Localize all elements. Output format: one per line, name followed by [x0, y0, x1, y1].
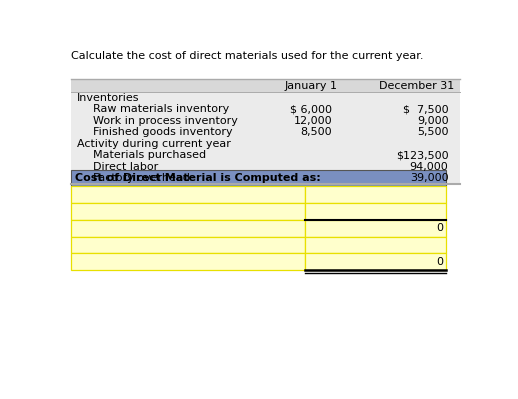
Text: December 31: December 31: [379, 81, 454, 91]
Text: Direct labor: Direct labor: [93, 162, 158, 172]
Bar: [306, 253, 446, 271]
Text: Inventories: Inventories: [77, 93, 140, 103]
Text: 39,000: 39,000: [410, 174, 449, 184]
Bar: [71, 79, 460, 184]
Text: $123,500: $123,500: [396, 150, 449, 160]
Text: Work in process inventory: Work in process inventory: [93, 116, 238, 126]
Bar: [71, 203, 306, 219]
Bar: [306, 186, 446, 203]
Text: Factory overhead: Factory overhead: [93, 174, 190, 184]
Bar: [71, 186, 306, 203]
Text: 5,500: 5,500: [417, 127, 449, 137]
Bar: [71, 253, 306, 271]
Bar: [71, 219, 306, 237]
Text: January 1: January 1: [285, 81, 338, 91]
Text: Materials purchased: Materials purchased: [93, 150, 206, 160]
Text: Finished goods inventory: Finished goods inventory: [93, 127, 232, 137]
Text: 0: 0: [436, 223, 443, 233]
Text: Activity during current year: Activity during current year: [77, 139, 231, 149]
Bar: [71, 170, 446, 186]
Text: $  7,500: $ 7,500: [403, 104, 449, 114]
Bar: [306, 203, 446, 219]
Text: Cost of Direct Material is Computed as:: Cost of Direct Material is Computed as:: [75, 173, 321, 183]
Bar: [71, 79, 460, 92]
Bar: [71, 237, 306, 253]
Text: Raw materials inventory: Raw materials inventory: [93, 104, 229, 114]
Bar: [306, 237, 446, 253]
Text: 8,500: 8,500: [300, 127, 332, 137]
Bar: [306, 219, 446, 237]
Text: 94,000: 94,000: [410, 162, 449, 172]
Text: $ 6,000: $ 6,000: [290, 104, 332, 114]
Text: 9,000: 9,000: [417, 116, 449, 126]
Text: 0: 0: [436, 257, 443, 267]
Text: Calculate the cost of direct materials used for the current year.: Calculate the cost of direct materials u…: [71, 51, 423, 61]
Text: 12,000: 12,000: [294, 116, 332, 126]
